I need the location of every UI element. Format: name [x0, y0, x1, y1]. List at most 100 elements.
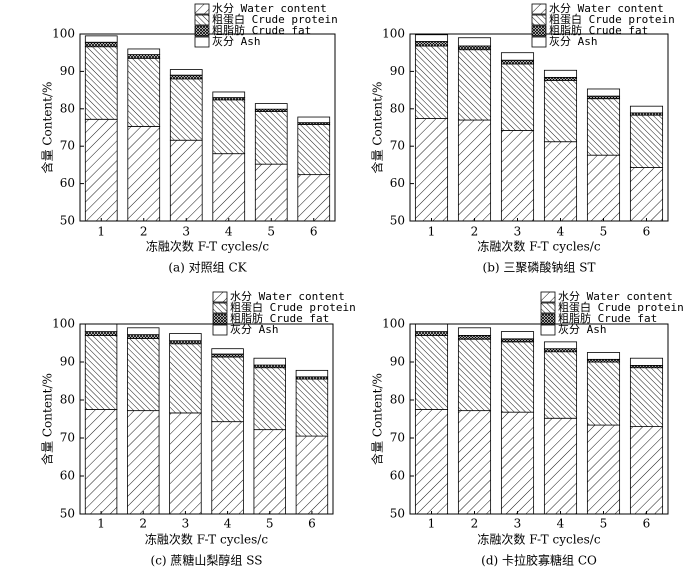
x-tick-label: 2 [471, 225, 479, 239]
bar-segment [500, 63, 535, 131]
chart: 1 2 3 4 5 6 50 60 70 80 90 100 含量 Content/% 冻融次数 F-T … [370, 2, 675, 275]
bar-segment [414, 118, 449, 222]
bar-segment [500, 52, 535, 61]
legend-swatch [194, 3, 210, 15]
bar-segment [169, 139, 203, 222]
x-tick-label: 1 [97, 225, 105, 239]
y-tick-label: 100 [52, 27, 75, 41]
bar-segment [414, 41, 449, 47]
bar-segment [457, 410, 492, 515]
caption: (a) 对照组 CK [168, 261, 247, 275]
bar-segment [629, 357, 664, 366]
x-tick-label: 3 [182, 517, 190, 531]
legend-label: 灰分 Ash [549, 34, 598, 48]
x-axis-title: 冻融次数 F-T cycles/c [477, 239, 600, 254]
chart: 1 2 3 4 5 6 50 60 70 80 90 100 含量 Content/% 冻融次数 F-T … [370, 290, 684, 568]
y-tick-label: 80 [60, 101, 75, 115]
legend-swatch [212, 302, 228, 314]
bar-segment [629, 167, 664, 222]
bar-segment [500, 411, 535, 515]
bar-segment [457, 37, 492, 47]
y-tick-label: 60 [60, 469, 75, 483]
bar-segment [500, 338, 535, 343]
legend-label: 粗脂肪 Crude fat [558, 311, 657, 325]
plot-frame [409, 33, 669, 222]
legend-label: 水分 Water content [549, 2, 664, 15]
bar-segment [211, 353, 244, 358]
legend-swatch [540, 313, 556, 325]
y-axis-title: 含量 Content/% [370, 82, 385, 174]
bar-segment [414, 409, 449, 515]
bar-segment [414, 34, 449, 42]
legend-label: 粗蛋白 Crude protein [230, 300, 356, 314]
bar-segment [211, 356, 244, 423]
x-tick-label: 2 [140, 225, 148, 239]
legend-label: 灰分 Ash [230, 322, 279, 336]
bar-segment [254, 163, 288, 222]
x-tick-label: 1 [97, 517, 105, 531]
legend-label: 水分 Water content [558, 290, 673, 303]
x-tick-label: 2 [471, 517, 479, 531]
x-tick-label: 5 [600, 517, 608, 531]
bar-segment [253, 357, 286, 366]
plot-frame [409, 323, 669, 515]
x-tick-label: 4 [557, 517, 565, 531]
bar-segment [543, 76, 578, 81]
y-tick-label: 50 [390, 214, 405, 228]
bar-segment [127, 125, 161, 222]
bar-segment [629, 114, 664, 168]
y-tick-label: 100 [382, 317, 405, 331]
y-tick-label: 100 [52, 317, 75, 331]
x-tick-label: 5 [267, 225, 275, 239]
bar-segment [586, 352, 621, 360]
bar-segment [169, 78, 203, 141]
y-tick-label: 90 [390, 355, 405, 369]
bar-segment [295, 369, 329, 378]
legend-swatch [212, 313, 228, 325]
legend-swatch [194, 14, 210, 26]
bar-segment [127, 54, 161, 59]
bar-segment [84, 35, 118, 43]
legend-swatch [531, 36, 547, 48]
bar-segment [169, 343, 202, 414]
bar-segment [297, 174, 331, 222]
bar-segment [457, 327, 492, 336]
chart: 1 2 3 4 5 6 50 60 70 80 90 100 含量 Content/% 冻融次数 F-T … [40, 290, 356, 568]
bar-segment [414, 331, 449, 336]
bar-segment [457, 49, 492, 121]
bar-segment [127, 327, 160, 336]
bar-segment [295, 435, 329, 515]
legend-label: 水分 Water content [212, 2, 327, 15]
bar-segment [543, 417, 578, 515]
bar-segment [127, 338, 160, 412]
x-tick-label: 3 [182, 225, 190, 239]
bar-segment [84, 118, 118, 222]
bar-segment [212, 91, 246, 98]
x-tick-label: 6 [643, 517, 651, 531]
bar-segment [500, 59, 535, 65]
bar-segment [169, 333, 202, 342]
legend-label: 水分 Water content [230, 290, 345, 303]
caption: (b) 三聚磷酸钠组 ST [483, 260, 596, 275]
legend-swatch [194, 25, 210, 37]
legend-swatch [531, 25, 547, 37]
bar-segment [629, 426, 664, 515]
bar-segment [84, 409, 118, 515]
bar-segment [414, 323, 449, 332]
bar-segment [253, 429, 286, 515]
x-tick-label: 6 [310, 225, 318, 239]
y-tick-label: 100 [382, 27, 405, 41]
bar-segment [127, 48, 161, 55]
bar-segment [500, 331, 535, 340]
bar-segment [127, 410, 160, 515]
x-tick-label: 4 [224, 517, 232, 531]
bar-segment [500, 341, 535, 413]
bar-segment [297, 116, 331, 124]
bar-segment [414, 334, 449, 410]
bar-segment [500, 130, 535, 222]
y-tick-label: 60 [60, 176, 75, 190]
legend-label: 粗脂肪 Crude fat [549, 23, 648, 37]
bar-segment [457, 338, 492, 412]
bar-segment [84, 323, 118, 332]
